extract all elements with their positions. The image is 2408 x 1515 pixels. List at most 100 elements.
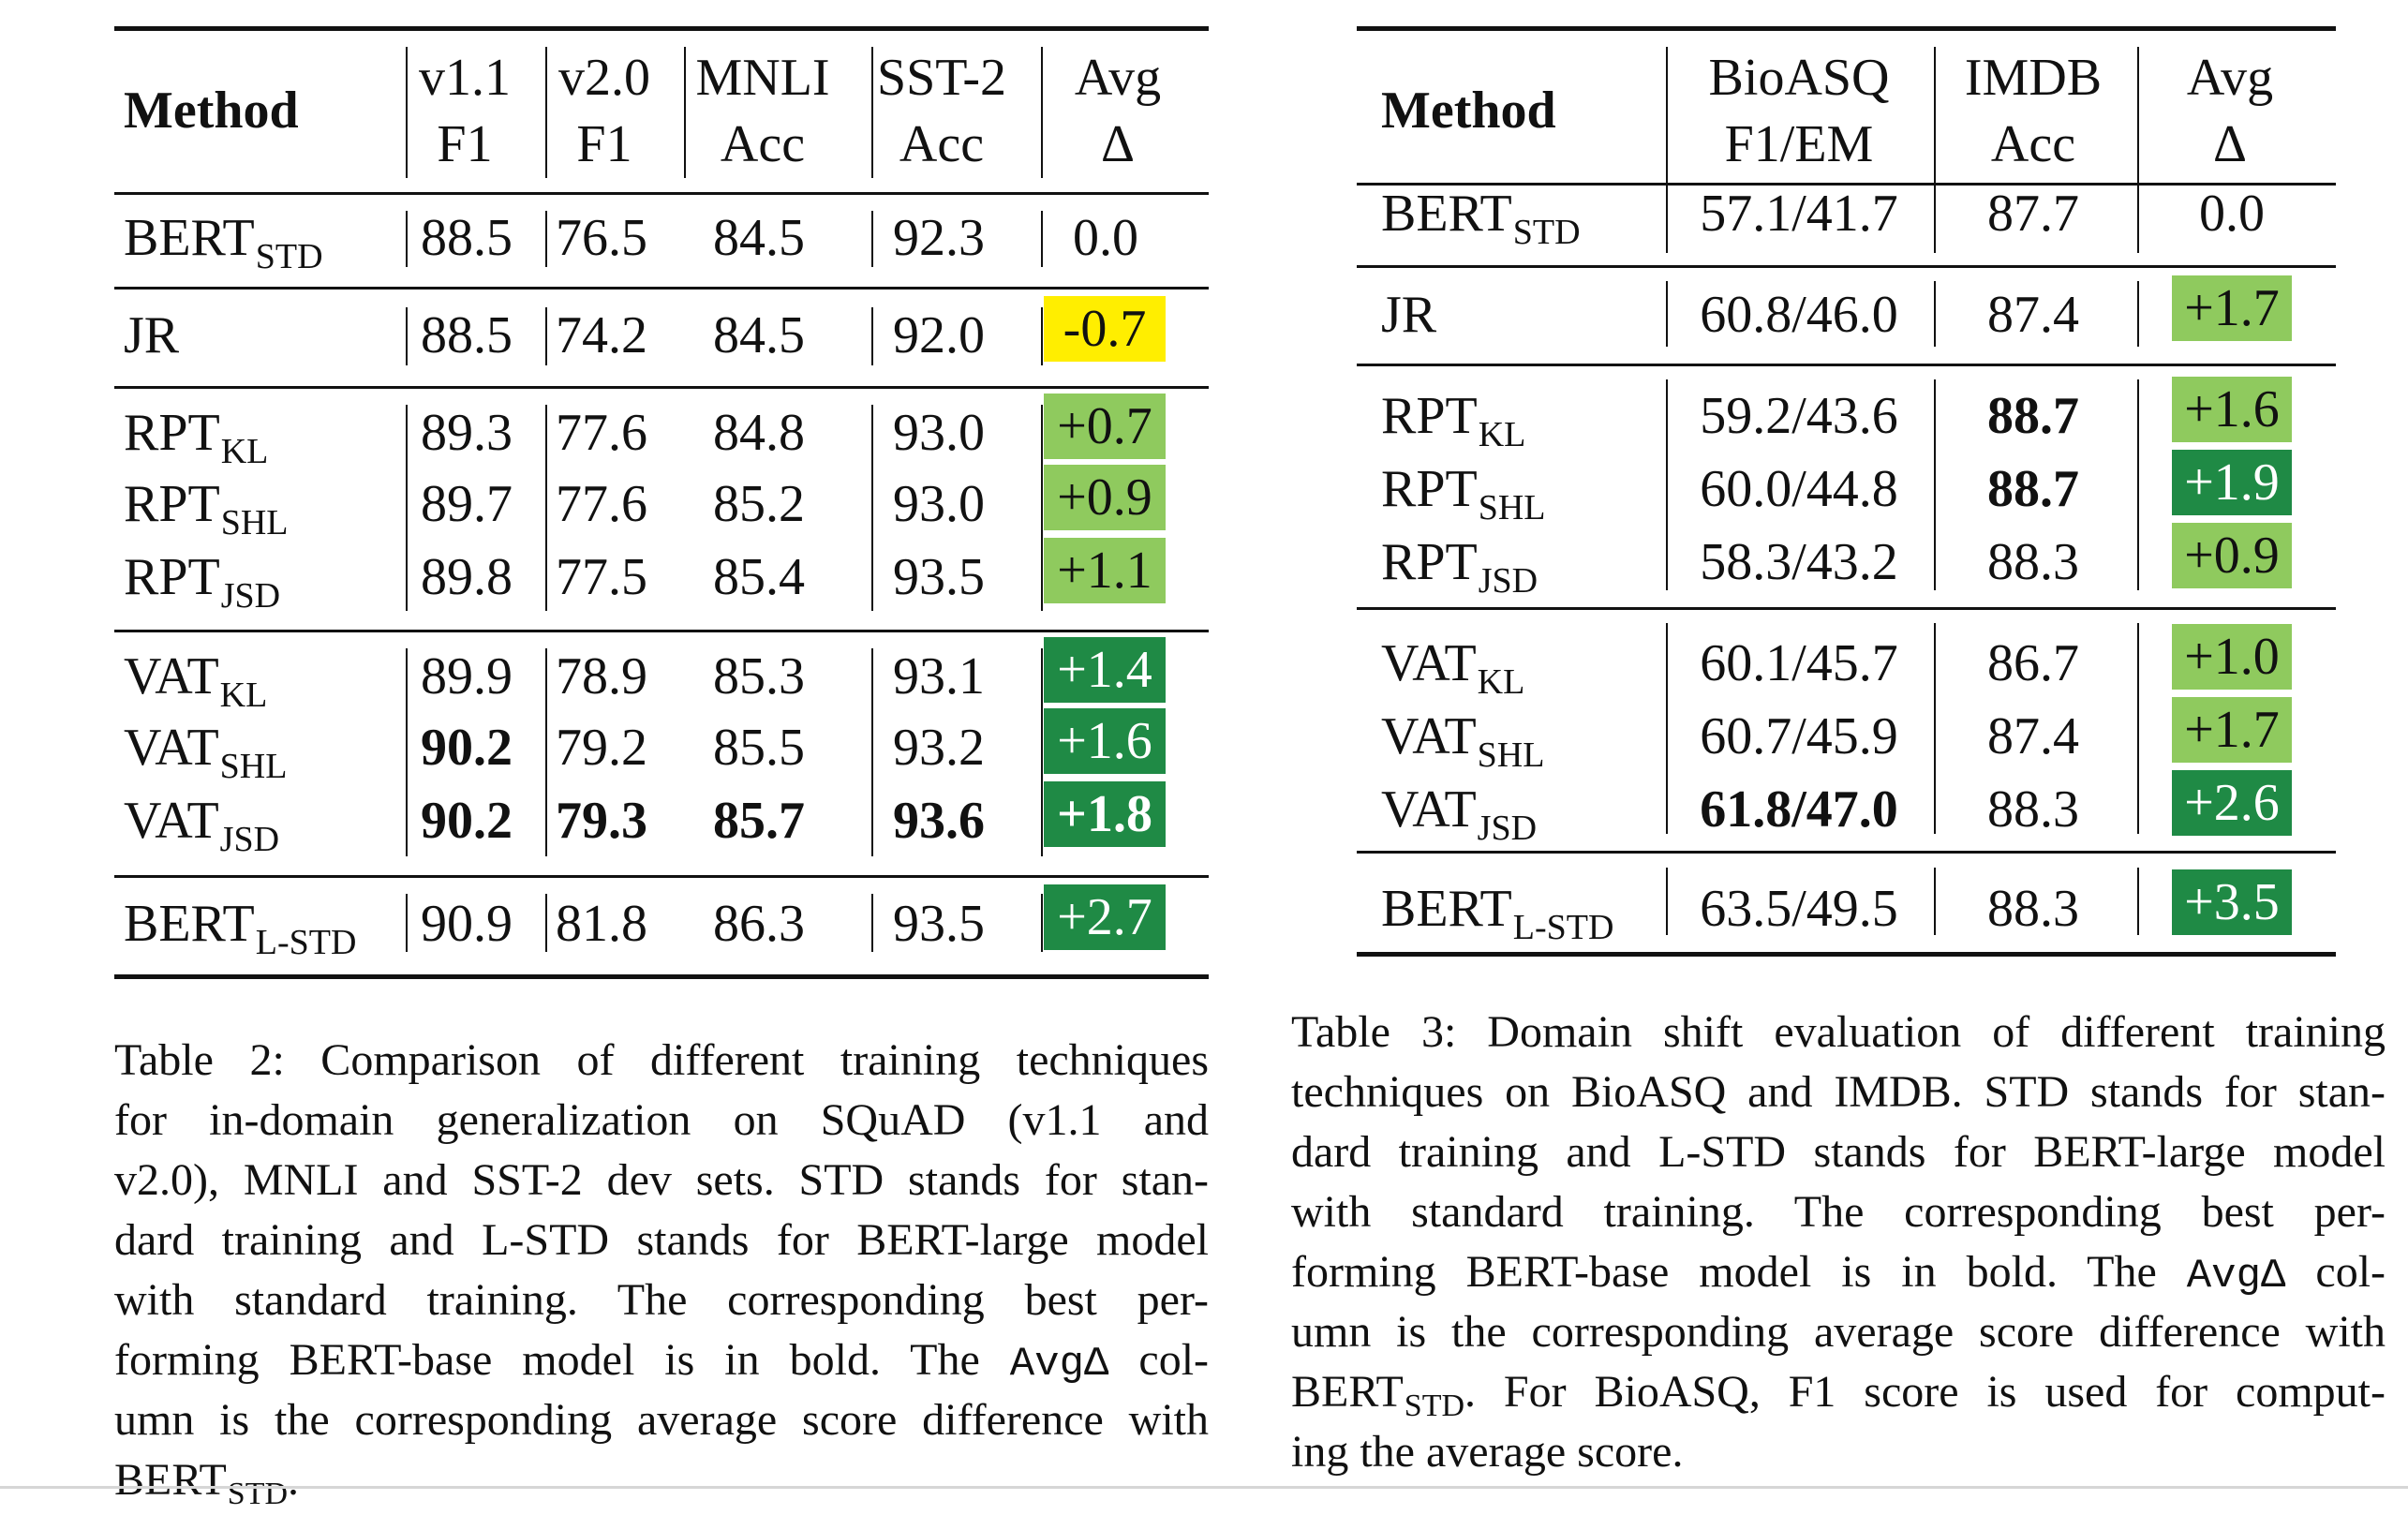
t2-cell-mnli: 84.5	[713, 306, 805, 364]
t2-caption-sub: STD	[227, 1477, 289, 1511]
t2-row-method: VATJSD	[124, 792, 279, 857]
t3-cell-imdb: 87.7	[1987, 185, 2079, 243]
t2-row-method: BERTL-STD	[124, 895, 356, 960]
t3-method-sub: KL	[1478, 415, 1526, 454]
t3-row-method: VATSHL	[1381, 707, 1544, 773]
t3-cell-bio: 60.7/45.9	[1700, 707, 1898, 765]
t2-cell-sst: 92.3	[893, 209, 985, 267]
t2-cell-v20: 77.6	[556, 475, 647, 533]
t2-row-method: BERTSTD	[124, 212, 323, 275]
t2-cell-v20: 74.2	[556, 306, 647, 364]
t3-header-imdb-l1: IMDB	[1964, 49, 2103, 107]
t2-cell-mnli: 85.2	[713, 475, 805, 533]
t2-row-method: RPTKL	[124, 407, 268, 469]
t3-method-name: RPT	[1381, 460, 1478, 518]
t3-caption-text: col-	[2285, 1247, 2386, 1297]
t2-method-name: VAT	[124, 792, 219, 850]
t3-method-sub: SHL	[1477, 735, 1545, 775]
t3-method-name: RPT	[1381, 533, 1478, 591]
t3-row-method: VATKL	[1381, 634, 1524, 700]
t2-cell-sst: 93.6	[893, 792, 985, 850]
t2-cell-avg: +1.8	[1044, 781, 1166, 847]
t2-cell-sst: 93.1	[893, 647, 985, 706]
t2-cell-v11: 89.8	[421, 548, 513, 606]
t3-caption-sub: STD	[1404, 1389, 1465, 1423]
t3-cell-imdb: 88.3	[1987, 533, 2079, 591]
t3-cell-avg: +1.7	[2172, 697, 2292, 763]
t2-method-name: VAT	[124, 647, 219, 706]
t3-caption-text: forming BERT-base model is in bold. The	[1291, 1247, 2157, 1297]
t2-method-sub: JSD	[220, 576, 281, 616]
t3-cell-bio: 60.0/44.8	[1700, 460, 1898, 518]
t3-caption-line: with standard training. The correspondin…	[1291, 1187, 2386, 1237]
t2-caption-text: .	[288, 1455, 300, 1505]
t2-cell-v20: 81.8	[556, 895, 647, 953]
t2-cell-sst: 93.5	[893, 548, 985, 606]
t3-caption-line: umn is the corresponding average score d…	[1291, 1307, 2386, 1357]
t3-method-name: VAT	[1381, 707, 1477, 765]
t3-cell-bio: 63.5/49.5	[1700, 880, 1898, 938]
t3-header-avg-l1: Avg	[2186, 49, 2274, 107]
t3-row-method: RPTSHL	[1381, 460, 1546, 526]
t2-cell-v20: 76.5	[556, 209, 647, 267]
t3-cell-avg: +3.5	[2172, 869, 2292, 935]
t3-row-method: RPTJSD	[1381, 533, 1538, 599]
t2-method-sub: L-STD	[255, 923, 357, 962]
t2-header-v11-l2: F1	[437, 115, 493, 173]
t3-method-sub: JSD	[1478, 561, 1538, 601]
t3-method-sub: JSD	[1477, 809, 1538, 848]
t2-cell-avg: +0.9	[1044, 465, 1166, 530]
t3-caption-text: BERT	[1291, 1367, 1404, 1417]
t3-cell-bio: 61.8/47.0	[1700, 780, 1898, 839]
t2-caption-line: BERTSTD.	[114, 1450, 1209, 1511]
t2-caption-line: for in-domain generalization on SQuAD (v…	[114, 1095, 1209, 1145]
t3-caption-line: techniques on BioASQ and IMDB. STD stand…	[1291, 1067, 2386, 1117]
t2-cell-avg: +1.4	[1044, 637, 1166, 703]
t2-caption-mono: AvgΔ	[1009, 1341, 1109, 1388]
t3-caption-line: Table 3: Domain shift evaluation of diff…	[1291, 1007, 2386, 1057]
t2-cell-v20: 79.3	[556, 792, 647, 850]
t3-cell-avg: +1.6	[2172, 377, 2292, 442]
t3-cell-avg: +1.7	[2172, 275, 2292, 341]
t2-cell-avg: +2.7	[1044, 884, 1166, 950]
t2-header-v20-l1: v2.0	[558, 49, 650, 107]
t2-method-sub: SHL	[220, 503, 289, 542]
t2-method-name: BERT	[124, 895, 255, 953]
t2-header-v20-l2: F1	[576, 115, 632, 173]
t3-cell-imdb: 88.3	[1987, 780, 2079, 839]
t2-cell-avg: +1.6	[1044, 708, 1166, 774]
t2-method-sub: KL	[220, 432, 269, 471]
t3-cell-bio: 60.8/46.0	[1700, 286, 1898, 344]
t2-header-v11-l1: v1.1	[419, 49, 511, 107]
t2-cell-sst: 93.0	[893, 404, 985, 462]
t2-caption-line: umn is the corresponding average score d…	[114, 1395, 1209, 1445]
t3-cell-avg: +1.0	[2172, 624, 2292, 690]
t3-row-method: BERTSTD	[1381, 187, 1581, 250]
t2-cell-v11: 88.5	[421, 306, 513, 364]
t2-header-avg-l2: Δ	[1100, 115, 1136, 173]
t2-cell-v20: 79.2	[556, 719, 647, 777]
t2-row-method: JR	[124, 309, 180, 362]
t2-caption: Table 2: Comparison of different trainin…	[114, 1031, 1210, 1511]
t2-method-sub: SHL	[219, 747, 288, 786]
t2-cell-avg: -0.7	[1044, 296, 1166, 362]
t3-header-method: Method	[1381, 82, 1556, 140]
t3-header-imdb-l2: Acc	[1990, 115, 2076, 173]
t2-cell-v11: 90.2	[421, 719, 513, 777]
t2-row-method: VATKL	[124, 647, 267, 713]
t3-cell-bio: 59.2/43.6	[1700, 387, 1898, 445]
t3-header-avg-l2: Δ	[2212, 115, 2248, 173]
t2-caption-text: col-	[1108, 1335, 1210, 1385]
t2-cell-sst: 93.0	[893, 475, 985, 533]
t3-caption-line: forming BERT-base model is in bold. The …	[1291, 1242, 2386, 1302]
t2-method-name: RPT	[124, 548, 220, 606]
t2-caption-line: v2.0), MNLI and SST-2 dev sets. STD stan…	[114, 1155, 1209, 1205]
t2-method-sub: JSD	[219, 820, 280, 859]
t3-method-name: VAT	[1381, 634, 1477, 692]
t2-caption-line: dard training and L-STD stands for BERT-…	[114, 1215, 1209, 1265]
t2-method-name: JR	[124, 306, 180, 364]
t3-cell-imdb: 88.7	[1987, 387, 2079, 445]
t2-cell-v11: 88.5	[421, 209, 513, 267]
t2-header-sst-l1: SST-2	[876, 49, 1007, 107]
t3-caption-line: ing the average score.	[1291, 1427, 1684, 1477]
